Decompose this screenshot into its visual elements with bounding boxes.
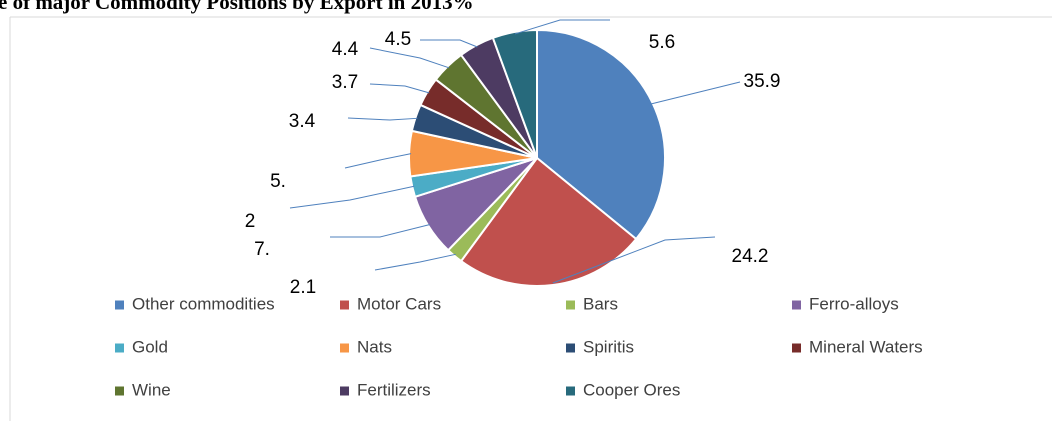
legend-marker [340,300,349,310]
legend-marker [792,343,801,353]
legend-label: Cooper Ores [583,380,680,399]
leader-line [369,47,450,69]
legend-marker [792,300,801,310]
legend-marker [566,300,575,310]
legend-marker [340,343,349,353]
leader-line [374,253,456,271]
legend-label: Mineral Waters [809,337,923,356]
data-label: 7. [254,239,270,260]
leader-line [552,236,716,284]
leader-line [420,39,478,48]
data-label: 2 [245,211,256,232]
legend-marker [566,343,575,353]
chart-title: e of major Commodity Positions by Export… [0,0,474,14]
legend-label: Bars [583,294,618,313]
legend-marker [115,343,124,353]
data-label: 35.9 [744,71,781,92]
legend-label: Motor Cars [357,294,441,313]
data-label: 4.5 [385,29,411,50]
leader-line [514,19,610,35]
leader-line [650,81,741,105]
pie-slice [491,28,538,159]
legend-label: Nats [357,337,392,356]
legend-marker [115,386,124,396]
data-label: 3.4 [289,111,316,132]
legend-label: Other commodities [132,294,275,313]
leader-line [344,153,412,169]
data-label: 5. [270,171,286,192]
leader-line [369,83,430,94]
legend-marker [340,386,349,396]
legend-marker [115,300,124,310]
legend-label: Gold [132,337,168,356]
leader-line [347,117,418,121]
data-label: 4.4 [332,39,359,60]
data-label: 5.6 [649,32,675,53]
pie-slice [459,156,638,287]
legend-label: Fertilizers [357,380,431,399]
leader-line [289,185,415,209]
leader-line [330,224,431,238]
legend-label: Wine [132,380,171,399]
legend-marker [566,386,575,396]
data-label: 2.1 [290,277,316,298]
legend-label: Ferro-alloys [809,294,899,313]
legend-label: Spiritis [583,337,634,356]
data-label: 3.7 [332,72,358,93]
data-label: 24.2 [732,246,769,267]
